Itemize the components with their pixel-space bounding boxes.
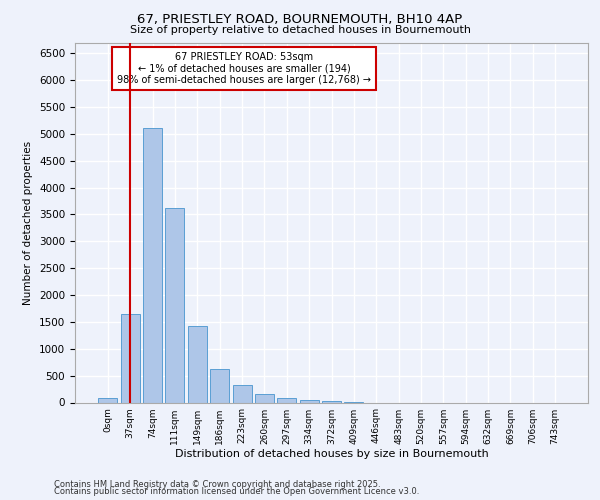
Bar — [233, 386, 251, 402]
Bar — [210, 369, 229, 402]
Bar — [166, 208, 184, 402]
Text: Size of property relative to detached houses in Bournemouth: Size of property relative to detached ho… — [130, 25, 470, 35]
X-axis label: Distribution of detached houses by size in Bournemouth: Distribution of detached houses by size … — [175, 450, 488, 460]
Y-axis label: Number of detached properties: Number of detached properties — [23, 140, 34, 304]
Bar — [188, 326, 207, 402]
Text: 67 PRIESTLEY ROAD: 53sqm
← 1% of detached houses are smaller (194)
98% of semi-d: 67 PRIESTLEY ROAD: 53sqm ← 1% of detache… — [117, 52, 371, 84]
Bar — [255, 394, 274, 402]
Bar — [322, 401, 341, 402]
Text: Contains public sector information licensed under the Open Government Licence v3: Contains public sector information licen… — [54, 488, 419, 496]
Bar — [143, 128, 162, 402]
Bar — [299, 400, 319, 402]
Bar — [121, 314, 140, 402]
Text: 67, PRIESTLEY ROAD, BOURNEMOUTH, BH10 4AP: 67, PRIESTLEY ROAD, BOURNEMOUTH, BH10 4A… — [137, 12, 463, 26]
Bar — [98, 398, 118, 402]
Text: Contains HM Land Registry data © Crown copyright and database right 2025.: Contains HM Land Registry data © Crown c… — [54, 480, 380, 489]
Bar — [277, 398, 296, 402]
